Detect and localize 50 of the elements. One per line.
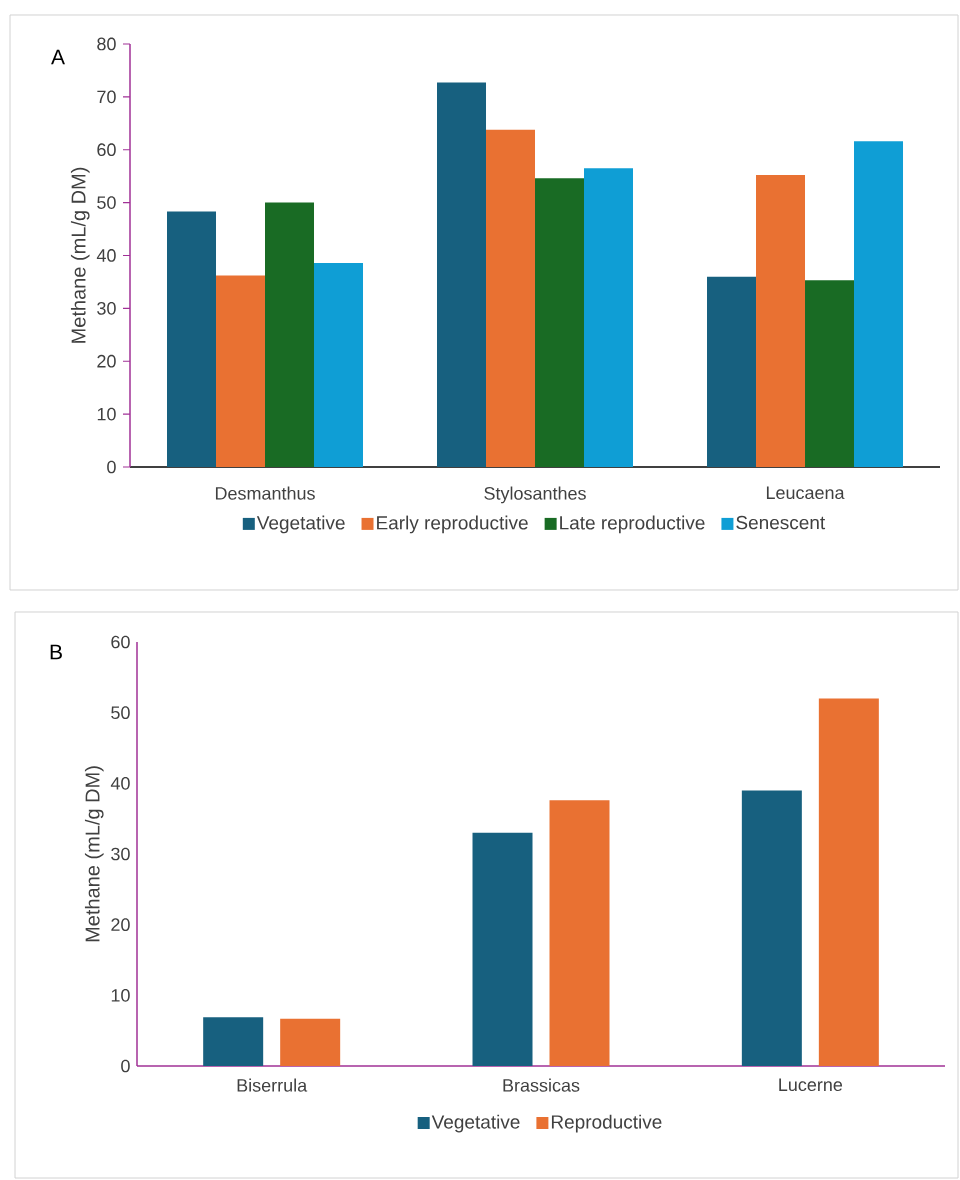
y-tick-label: 10	[111, 988, 130, 1002]
bar	[805, 280, 855, 467]
bar	[280, 1018, 341, 1066]
bar	[854, 141, 904, 467]
legend-label: Reproductive	[551, 1114, 662, 1133]
bar	[486, 129, 535, 467]
bar	[549, 800, 610, 1066]
y-axis-title: Methane (mL/g DM)	[70, 167, 90, 343]
text: A	[51, 49, 65, 65]
y-tick-label: 50	[111, 706, 130, 720]
bar	[437, 82, 486, 467]
y-tick-label: 30	[97, 302, 116, 315]
legend-label: Early reproductive	[377, 515, 528, 534]
y-tick-label: 70	[97, 90, 116, 104]
x-tick-label: Biserrula	[237, 1078, 308, 1092]
legend-label: Vegetative	[256, 515, 345, 534]
bar	[741, 790, 802, 1066]
y-tick-label: 60	[111, 635, 130, 649]
bar	[265, 202, 314, 467]
legend-label: Late reproductive	[560, 515, 705, 534]
y-tick-label: 50	[97, 196, 116, 209]
text: B	[50, 644, 62, 660]
y-tick-label: 60	[97, 143, 116, 157]
bar	[707, 276, 757, 467]
bar	[535, 178, 584, 467]
y-tick-label: 30	[111, 847, 130, 861]
bar	[216, 275, 265, 467]
x-tick-label: Lucerne	[779, 1078, 843, 1092]
y-tick-label: 40	[96, 249, 116, 262]
bar	[314, 262, 363, 467]
bar	[818, 698, 879, 1066]
bar	[167, 211, 216, 467]
x-tick-label: Leucaena	[766, 486, 845, 500]
y-tick-label: 80	[97, 37, 116, 51]
y-tick-label: 20	[111, 918, 130, 932]
legend-label: Senescent	[736, 515, 826, 530]
bar	[756, 175, 806, 467]
y-tick-label: 0	[121, 1059, 130, 1073]
x-tick-label: Stylosanthes	[484, 486, 586, 504]
y-tick-label: 10	[97, 407, 116, 421]
y-tick-label: 0	[107, 460, 116, 474]
legend-label: Vegetative	[431, 1114, 520, 1133]
x-tick-label: Desmanthus	[215, 486, 315, 500]
x-tick-label: Brassicas	[503, 1078, 580, 1092]
y-tick-label: 40	[110, 776, 130, 790]
y-tick-label: 20	[97, 354, 116, 368]
bar	[472, 832, 533, 1066]
bar	[584, 168, 633, 467]
bar	[203, 1017, 264, 1066]
y-axis-title: Methane (mL/g DM)	[84, 766, 104, 942]
